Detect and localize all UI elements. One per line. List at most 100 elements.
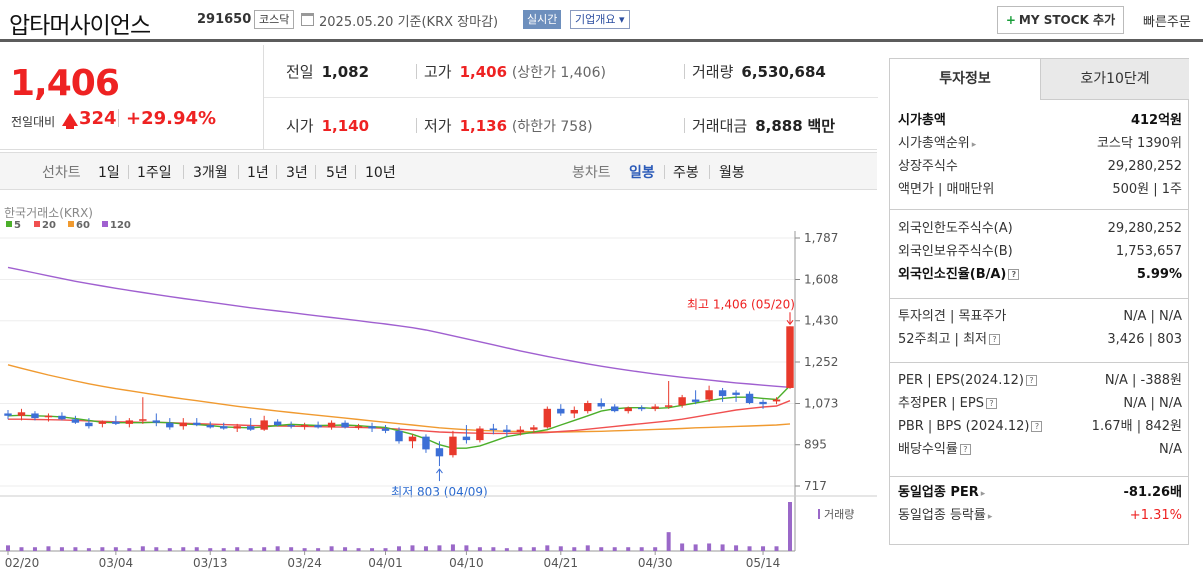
candle-body (611, 406, 619, 412)
legend-swatch (34, 221, 40, 227)
divider (709, 165, 710, 179)
info-row[interactable]: 동일업종 등락률 ▸ +1.31% (898, 506, 1182, 526)
tab-10y[interactable]: 10년 (365, 165, 396, 181)
candle-body (408, 436, 417, 442)
tab-line-chart[interactable]: 선차트 (42, 165, 81, 181)
info-row[interactable]: PBR | BPS (2024.12)? 1.67배 | 842원 (898, 417, 1182, 437)
quick-order-link[interactable]: 빠른주문 (1143, 15, 1191, 30)
help-icon[interactable]: ? (959, 444, 971, 455)
volume-bar (680, 543, 685, 551)
tab-monthly[interactable]: 월봉 (719, 165, 745, 181)
info-row: 상장주식수 29,280,252 (898, 157, 1182, 177)
volume-bar (558, 546, 563, 551)
info-value: 3,426 | 803 (1107, 332, 1182, 347)
volume-bar (734, 545, 739, 551)
help-icon[interactable]: ? (989, 334, 1000, 345)
volume-bar (585, 545, 590, 551)
info-row[interactable]: 시가총액순위 ▸ 코스닥 1390위 (898, 134, 1182, 154)
legend-swatch (6, 221, 12, 227)
tab-1w[interactable]: 1주일 (137, 165, 172, 181)
chevron-right-icon[interactable]: ▸ (987, 512, 993, 522)
chart-period-tabs: 선차트 1일 1주일 3개월 1년 3년 5년 10년 봉차트 일봉 주봉 월봉 (0, 152, 877, 190)
current-price: 1,406 (10, 63, 120, 104)
candle-body (678, 397, 686, 406)
info-value: N/A (1159, 442, 1182, 457)
realtime-badge[interactable]: 실시간 (523, 10, 562, 29)
tab-3y[interactable]: 3년 (286, 165, 308, 181)
volume-bar (464, 545, 469, 551)
tab-1y[interactable]: 1년 (247, 165, 269, 181)
plus-icon: + (1005, 13, 1016, 27)
info-row[interactable]: PER | EPS(2024.12)? N/A | -388원 (898, 371, 1182, 391)
help-icon[interactable]: ? (985, 398, 997, 409)
high-arrow-head (786, 320, 794, 326)
info-label: 외국인보유주식수(B) (898, 244, 1013, 259)
tab-daily[interactable]: 일봉 (629, 165, 655, 181)
x-tick-label: 03/24 (287, 556, 322, 570)
info-label: 동일업종 PER ▸ (898, 485, 986, 500)
company-overview-dropdown[interactable]: 기업개요 ▾ (570, 10, 630, 29)
help-icon[interactable]: ? (1025, 375, 1037, 386)
info-row: 액면가 | 매매단위 500원 | 1주 (898, 180, 1182, 200)
chart-canvas[interactable]: 한국거래소(KRX)5 20 60 120 1,787 1,608 1,430 1,252 1,… (0, 191, 877, 572)
volume-bar (194, 547, 199, 551)
stat-value: 1,082 (321, 63, 370, 81)
volume-bar (262, 547, 267, 551)
info-value: N/A | -388원 (1104, 373, 1182, 388)
divider (183, 165, 184, 179)
tab-1d[interactable]: 1일 (98, 165, 120, 181)
volume-bar (181, 547, 186, 551)
volume-bar (720, 544, 725, 551)
tab-candle-chart[interactable]: 봉차트 (572, 165, 611, 181)
tab-weekly[interactable]: 주봉 (673, 165, 699, 181)
up-arrow-icon (62, 113, 78, 129)
help-icon[interactable]: ? (1008, 269, 1020, 280)
volume-bar (208, 548, 213, 551)
stat-volume: 거래량 6,530,684 (684, 61, 826, 82)
info-row[interactable]: 동일업종 PER ▸ -81.26배 (898, 483, 1182, 503)
change-percent: +29.94% (126, 108, 217, 129)
date-text: 2025.05.20 기준(KRX 장마감) (319, 15, 499, 30)
volume-bar (154, 547, 159, 551)
add-mystock-label: MY STOCK 추가 (1018, 13, 1116, 27)
tab-5y[interactable]: 5년 (326, 165, 348, 181)
chevron-right-icon[interactable]: ▸ (971, 140, 977, 150)
tab-investment-info[interactable]: 투자정보 (890, 59, 1040, 100)
tab-3m[interactable]: 3개월 (193, 165, 228, 181)
volume-bar (599, 547, 604, 551)
legend-label: 120 (110, 220, 131, 231)
divider (355, 165, 356, 179)
stock-chart[interactable]: 한국거래소(KRX) 5 20 60 120 1,787 1,608 1,430 1,252 1,… (0, 191, 877, 572)
candle-body (246, 426, 255, 430)
stat-value: 6,530,684 (741, 63, 826, 81)
candle-body (368, 426, 376, 429)
info-row[interactable]: 52주최고 | 최저? 3,426 | 803 (898, 330, 1182, 350)
candle-body (112, 421, 120, 424)
volume-bar (666, 532, 671, 551)
candle-body (624, 407, 632, 412)
add-mystock-button[interactable]: + MY STOCK 추가 (997, 6, 1124, 34)
x-tick-label: 04/30 (638, 556, 673, 570)
low-label: 최저 803 (04/09) (391, 485, 488, 499)
chevron-right-icon[interactable]: ▸ (980, 489, 986, 499)
stat-value: 1,406 (459, 63, 508, 81)
info-row[interactable]: 외국인소진율(B/A)? 5.99% (898, 265, 1182, 285)
info-label: 투자의견 | 목표주가 (898, 309, 1007, 324)
candle-body (314, 425, 322, 428)
volume-bar (450, 544, 455, 551)
volume-bar (32, 547, 37, 551)
tab-orderbook-10[interactable]: 호가10단계 (1040, 59, 1189, 100)
candle-body (664, 405, 673, 407)
info-value: N/A | N/A (1123, 309, 1182, 324)
info-label: 외국인소진율(B/A)? (898, 265, 1020, 285)
candle-body (58, 415, 66, 420)
info-value: 1.67배 | 842원 (1091, 419, 1182, 434)
info-row[interactable]: 배당수익률? N/A (898, 440, 1182, 460)
help-icon[interactable]: ? (1031, 421, 1043, 432)
y-tick-label: 1,787 (804, 231, 838, 245)
candle-body (772, 399, 781, 402)
volume-bar (653, 547, 658, 551)
info-row[interactable]: 추정PER | EPS? N/A | N/A (898, 394, 1182, 414)
divider (416, 64, 417, 79)
volume-bar (46, 546, 51, 551)
